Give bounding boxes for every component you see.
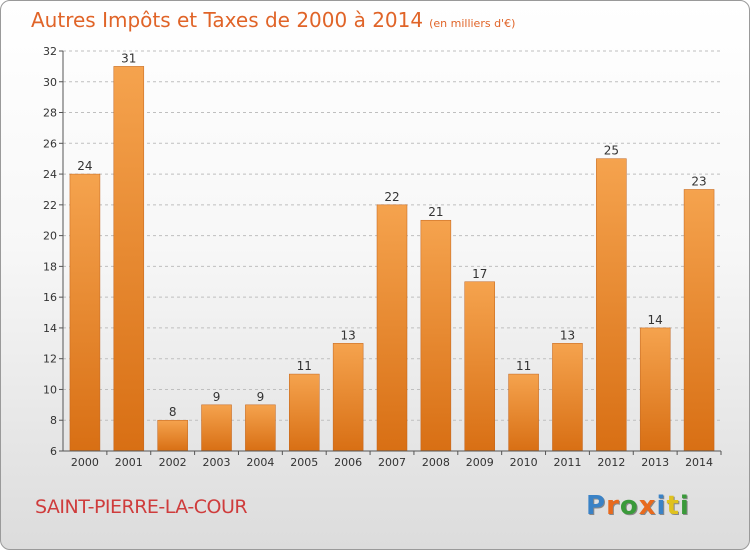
logo-letter: P bbox=[586, 491, 607, 521]
y-tick-label: 16 bbox=[43, 291, 57, 304]
data-label: 8 bbox=[169, 405, 177, 419]
x-tick-label: 2010 bbox=[510, 456, 538, 469]
data-label: 13 bbox=[560, 328, 575, 342]
logo-letter: i bbox=[679, 491, 690, 521]
data-label: 23 bbox=[691, 174, 706, 188]
data-label: 21 bbox=[428, 205, 443, 219]
y-tick-label: 28 bbox=[43, 107, 57, 120]
bar-2007 bbox=[376, 204, 408, 452]
data-label: 31 bbox=[121, 51, 136, 65]
data-label: 11 bbox=[516, 359, 531, 373]
y-tick-label: 26 bbox=[43, 137, 57, 150]
bar-2004 bbox=[245, 404, 276, 452]
unit-label: (en milliers d'€) bbox=[429, 17, 516, 30]
data-label: 14 bbox=[648, 313, 663, 327]
x-tick-label: 2005 bbox=[290, 456, 318, 469]
bar-2008 bbox=[420, 219, 452, 452]
x-tick-label: 2001 bbox=[115, 456, 143, 469]
bar-2003 bbox=[201, 404, 232, 452]
y-tick-label: 30 bbox=[43, 76, 57, 89]
y-tick-label: 6 bbox=[50, 445, 57, 458]
x-tick-label: 2013 bbox=[641, 456, 669, 469]
y-tick-label: 8 bbox=[50, 414, 57, 427]
x-tick-label: 2000 bbox=[71, 456, 99, 469]
bar-2001 bbox=[113, 66, 145, 452]
bar-2011 bbox=[552, 343, 583, 452]
data-label: 11 bbox=[297, 359, 312, 373]
logo-letter: x bbox=[638, 491, 657, 521]
city-name: SAINT-PIERRE-LA-COUR bbox=[35, 496, 248, 518]
data-label: 17 bbox=[472, 267, 487, 281]
bar-2009 bbox=[464, 281, 495, 452]
data-label: 9 bbox=[257, 390, 265, 404]
bar-2012 bbox=[596, 158, 627, 452]
y-tick-label: 10 bbox=[43, 383, 57, 396]
data-label: 24 bbox=[77, 159, 92, 173]
y-tick-label: 24 bbox=[43, 168, 57, 181]
title-text: Autres Impôts et Taxes de 2000 à 2014 bbox=[31, 8, 424, 32]
x-tick-label: 2009 bbox=[466, 456, 494, 469]
logo-letter: o bbox=[619, 491, 639, 521]
data-label: 22 bbox=[384, 190, 399, 204]
data-label: 25 bbox=[604, 144, 619, 158]
logo-letter: r bbox=[606, 491, 620, 521]
x-tick-label: 2006 bbox=[334, 456, 362, 469]
bar-2000 bbox=[69, 173, 101, 452]
x-tick-label: 2004 bbox=[246, 456, 274, 469]
data-label: 9 bbox=[213, 390, 221, 404]
bar-2010 bbox=[508, 373, 539, 452]
proxiti-logo[interactable]: Proxiti bbox=[586, 491, 690, 521]
y-tick-label: 18 bbox=[43, 260, 57, 273]
y-tick-label: 20 bbox=[43, 230, 57, 243]
x-tick-label: 2002 bbox=[159, 456, 187, 469]
bar-2005 bbox=[289, 373, 320, 452]
bar-2014 bbox=[683, 189, 715, 452]
logo-letter: i bbox=[656, 491, 667, 521]
x-tick-label: 2007 bbox=[378, 456, 406, 469]
bar-2002 bbox=[157, 419, 188, 452]
x-tick-label: 2011 bbox=[553, 456, 581, 469]
y-tick-label: 22 bbox=[43, 199, 57, 212]
bar-2013 bbox=[639, 327, 671, 452]
x-tick-label: 2008 bbox=[422, 456, 450, 469]
y-tick-label: 12 bbox=[43, 353, 57, 366]
y-tick-label: 32 bbox=[43, 45, 57, 58]
x-tick-label: 2003 bbox=[203, 456, 231, 469]
logo-letter: t bbox=[666, 491, 680, 521]
y-tick-label: 14 bbox=[43, 322, 57, 335]
chart-title: Autres Impôts et Taxes de 2000 à 2014 (en… bbox=[31, 8, 515, 32]
x-tick-label: 2012 bbox=[597, 456, 625, 469]
x-tick-label: 2014 bbox=[685, 456, 713, 469]
bar-2006 bbox=[332, 343, 364, 452]
data-label: 13 bbox=[340, 328, 355, 342]
